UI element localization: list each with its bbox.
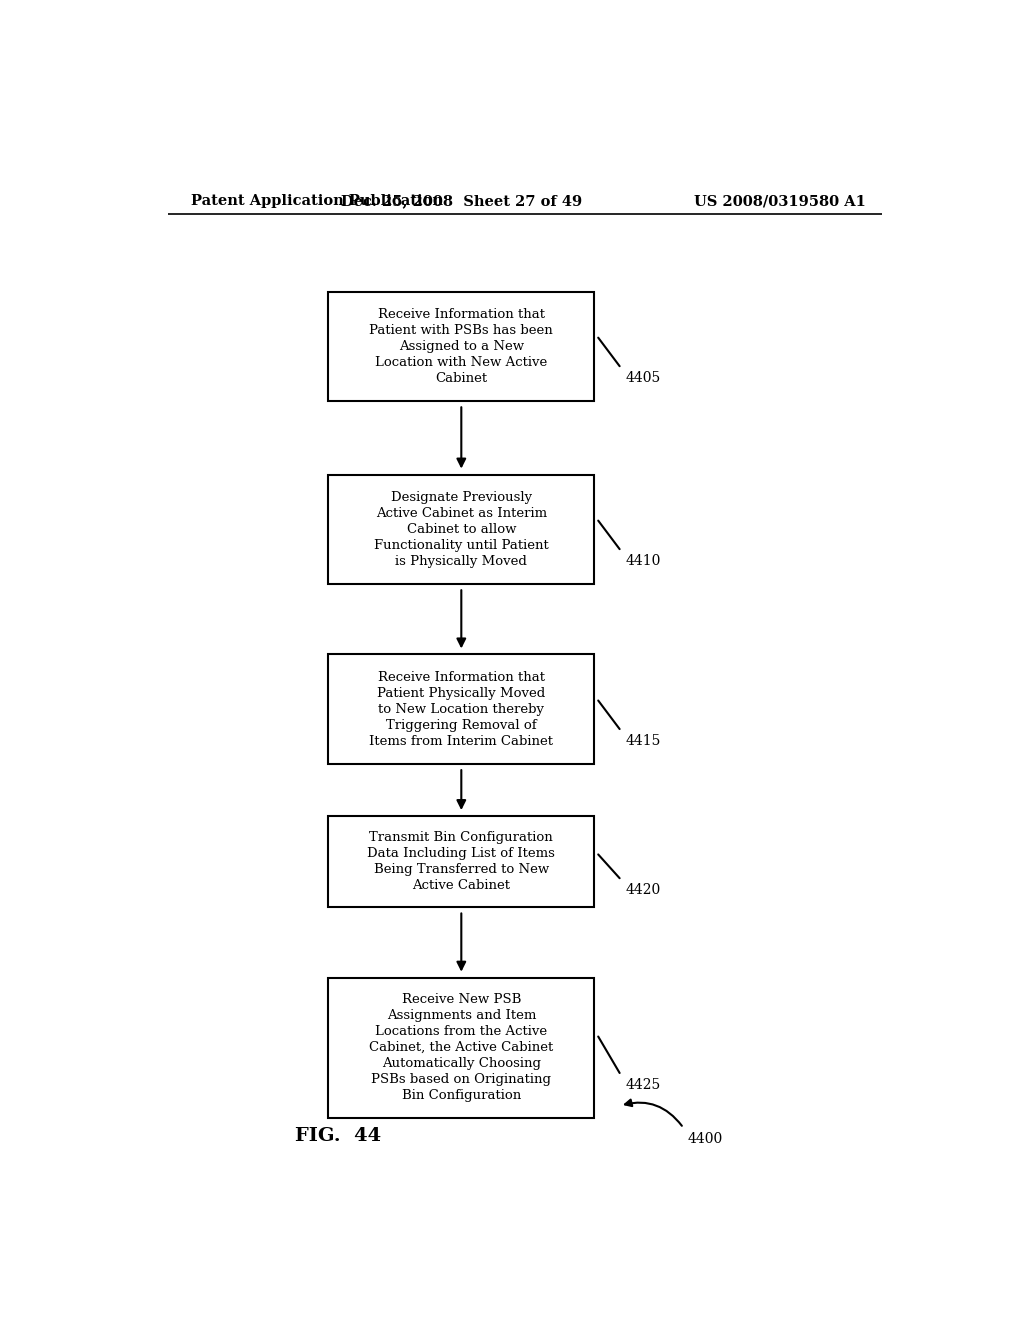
Text: 4410: 4410 [626,554,662,568]
Text: 4415: 4415 [626,734,662,748]
Text: Designate Previously
Active Cabinet as Interim
Cabinet to allow
Functionality un: Designate Previously Active Cabinet as I… [374,491,549,568]
Text: Receive Information that
Patient Physically Moved
to New Location thereby
Trigge: Receive Information that Patient Physica… [370,671,553,748]
Text: Patent Application Publication: Patent Application Publication [191,194,443,209]
FancyBboxPatch shape [329,655,594,764]
Text: Receive Information that
Patient with PSBs has been
Assigned to a New
Location w: Receive Information that Patient with PS… [370,308,553,385]
Text: FIG.  44: FIG. 44 [295,1127,381,1146]
Text: Dec. 25, 2008  Sheet 27 of 49: Dec. 25, 2008 Sheet 27 of 49 [341,194,582,209]
Text: 4400: 4400 [687,1133,723,1146]
FancyBboxPatch shape [329,474,594,585]
Text: 4420: 4420 [626,883,662,898]
Text: Transmit Bin Configuration
Data Including List of Items
Being Transferred to New: Transmit Bin Configuration Data Includin… [368,832,555,892]
Text: US 2008/0319580 A1: US 2008/0319580 A1 [694,194,866,209]
Text: 4425: 4425 [626,1078,662,1092]
FancyBboxPatch shape [329,292,594,401]
Text: 4405: 4405 [626,371,662,385]
FancyBboxPatch shape [329,978,594,1118]
FancyBboxPatch shape [329,816,594,907]
Text: Receive New PSB
Assignments and Item
Locations from the Active
Cabinet, the Acti: Receive New PSB Assignments and Item Loc… [370,993,553,1102]
